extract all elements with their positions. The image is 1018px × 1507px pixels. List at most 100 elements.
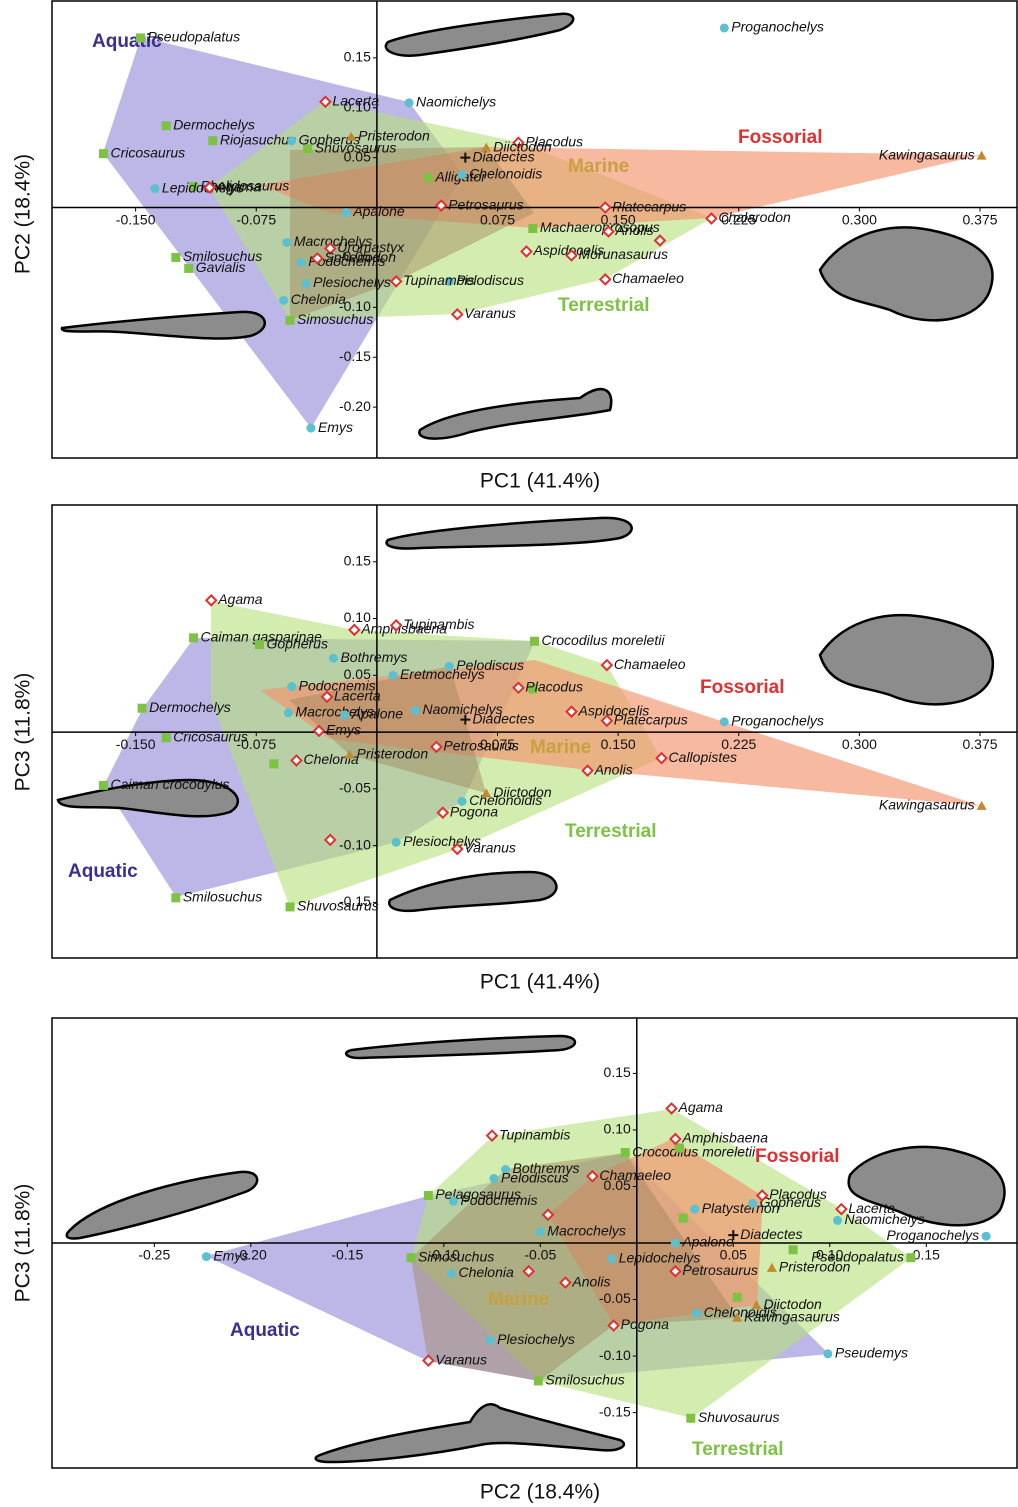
- group-label: Terrestrial: [558, 295, 650, 316]
- point: [607, 1254, 616, 1263]
- point-label: Anolis: [571, 1273, 610, 1289]
- point-label: Proganochelys: [731, 19, 824, 35]
- point-label: Kawingasaurus: [744, 1308, 840, 1324]
- x-tick-label: 0.375: [962, 736, 997, 752]
- x-tick-label: 0.300: [842, 211, 877, 227]
- point: [287, 136, 296, 145]
- point-label: Eretmochelys: [400, 666, 485, 682]
- point-label: Pseudemys: [835, 1345, 908, 1361]
- point: [528, 224, 537, 233]
- point: [286, 902, 295, 911]
- point-label: Agama: [216, 178, 262, 194]
- point-label: Pogona: [450, 803, 498, 819]
- group-label: Fossorial: [700, 677, 784, 698]
- y-tick-label: 0.15: [604, 1064, 631, 1080]
- y-axis-title: PC3 (11.8%): [12, 1184, 35, 1303]
- point: [162, 733, 171, 742]
- group-label: Aquatic: [230, 1320, 300, 1341]
- point-label: Pristerodon: [357, 745, 429, 761]
- point-label: Chamaeleo: [599, 1167, 671, 1183]
- silhouette: [820, 615, 993, 704]
- x-tick-label: 0.300: [842, 736, 877, 752]
- x-tick-label: 0.375: [962, 211, 997, 227]
- x-axis-title: PC2 (18.4%): [480, 1481, 600, 1504]
- point: [424, 1191, 433, 1200]
- point: [302, 279, 311, 288]
- page: {"chart_data": [ {"type": "scatter", "x_…: [0, 0, 1018, 1507]
- point: [906, 1253, 915, 1262]
- point-label: Kawingasaurus: [879, 146, 975, 162]
- point: [392, 838, 401, 847]
- point-label: Simosuchus: [418, 1248, 494, 1264]
- point: [686, 1414, 695, 1423]
- point: [833, 1216, 842, 1225]
- point: [621, 1148, 630, 1157]
- point-label: Lacerta: [334, 688, 381, 704]
- point-label: Anolis: [614, 222, 653, 238]
- point: [411, 706, 420, 715]
- point-label: Petrosaurus: [443, 738, 518, 754]
- point: [287, 682, 296, 691]
- y-tick-label: -0.10: [599, 1347, 631, 1363]
- point-label: Kawingasaurus: [879, 797, 975, 813]
- y-axis-title: PC3 (11.8%): [12, 673, 35, 792]
- point-label: Bothremys: [340, 649, 407, 665]
- group-label: Aquatic: [68, 861, 138, 882]
- point: [329, 654, 338, 663]
- point-label: Tupinambis: [499, 1126, 570, 1142]
- point: [486, 1336, 495, 1345]
- point-label: Varanus: [464, 305, 516, 321]
- point-label: Gavialis: [196, 259, 246, 275]
- point-label: Sphenodon: [324, 249, 396, 265]
- x-tick-label: -0.150: [116, 736, 156, 752]
- point-label: Pogona: [621, 1316, 669, 1332]
- point: [269, 759, 278, 768]
- point-label: Macrochelys: [547, 1222, 626, 1238]
- y-tick-label: -0.05: [339, 780, 371, 796]
- point: [405, 98, 414, 107]
- point: [388, 671, 397, 680]
- point: [184, 264, 193, 273]
- x-tick-label: -0.150: [116, 211, 156, 227]
- point: [679, 1214, 688, 1223]
- point-label: Chelonia: [291, 291, 346, 307]
- point: [136, 33, 145, 42]
- group-label: Marine: [488, 1289, 549, 1310]
- point-label: Proganochelys: [886, 1227, 979, 1243]
- point-label: Emys: [318, 419, 353, 435]
- point-label: Chelonoidis: [469, 165, 542, 181]
- point-label: Pelodiscus: [501, 1169, 569, 1185]
- point: [189, 633, 198, 642]
- x-tick-label: 0.15: [913, 1247, 940, 1263]
- y-tick-label: -0.15: [339, 348, 371, 364]
- y-tick-label: -0.05: [599, 1290, 631, 1306]
- point: [406, 1253, 415, 1262]
- point-label: Pristerodon: [358, 127, 430, 143]
- point: [171, 253, 180, 262]
- point-label: Cricosaurus: [110, 144, 185, 160]
- point: [255, 640, 264, 649]
- point-label: Petrosaurus: [448, 196, 523, 212]
- point-label: Pseudopalatus: [147, 29, 240, 45]
- point-label: Varanus: [464, 840, 516, 856]
- y-tick-label: 0.10: [604, 1121, 631, 1137]
- figure: Aquatic Fossorial Marine Terrestrial Aqu…: [0, 0, 1018, 1507]
- point-label: Pristerodon: [779, 1259, 851, 1275]
- x-tick-label: -0.15: [331, 1247, 363, 1263]
- point-label: Placodus: [525, 678, 583, 694]
- point: [536, 1227, 545, 1236]
- point: [534, 1376, 543, 1385]
- point-label: Shuvosaurus: [698, 1409, 780, 1425]
- point-label: Dermochelys: [149, 699, 231, 715]
- group-label: Fossorial: [738, 127, 822, 148]
- silhouette: [62, 312, 265, 339]
- point: [171, 893, 180, 902]
- x-tick-label: -0.05: [524, 1247, 556, 1263]
- x-tick-label: 0.150: [601, 736, 636, 752]
- y-tick-label: -0.15: [599, 1403, 631, 1419]
- point: [823, 1349, 832, 1358]
- silhouette: [820, 227, 993, 320]
- point-label: Morunasaurus: [578, 246, 668, 262]
- point: [162, 121, 171, 130]
- point-label: Dermochelys: [173, 116, 255, 132]
